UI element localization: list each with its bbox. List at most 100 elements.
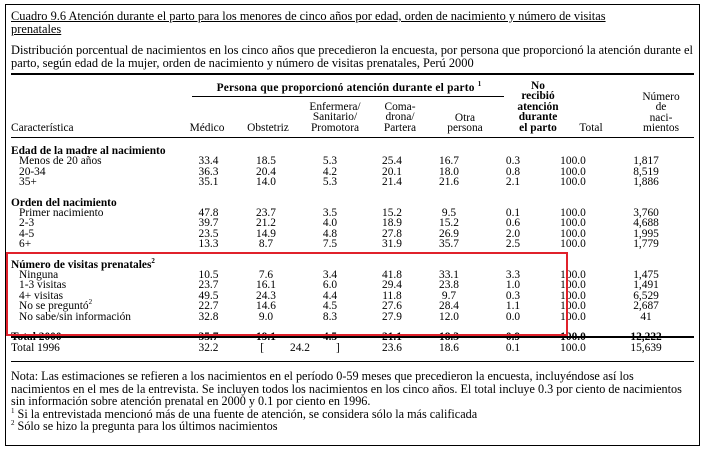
row-value: 14.0 xyxy=(256,176,276,189)
row-label: No sabe/sin información xyxy=(19,310,131,323)
row-value: 23.7 xyxy=(198,279,219,292)
row-value: 21.4 xyxy=(382,176,402,189)
table-row: No se preguntó2 22.7 14.6 4.5 27.6 28.4 1.1 100… xyxy=(11,298,694,313)
title-line-2: prenatales xyxy=(11,22,62,36)
row-value: 33.4 xyxy=(198,155,219,168)
note-text: Nota: Las estimaciones se refieren a los… xyxy=(11,369,682,409)
row-label: 20-34 xyxy=(19,165,46,178)
bracket-cell: [24.2] xyxy=(236,341,364,354)
row-value: 100.0 xyxy=(560,300,586,313)
section-title-row: Orden del nacimiento xyxy=(11,196,694,209)
row-value: 100.0 xyxy=(560,310,586,323)
row-value: 21.2 xyxy=(256,217,276,230)
total-label: Total 1996 xyxy=(11,341,60,354)
document-frame xyxy=(5,4,700,446)
section-title: Edad de la madre al nacimiento xyxy=(11,145,166,157)
row-label: Ninguna xyxy=(19,269,59,282)
row-value: 1,886 xyxy=(633,176,659,189)
row-label: Primer nacimiento xyxy=(19,207,104,220)
row-label: No se preguntó2 xyxy=(19,298,93,313)
row-value: 100.0 xyxy=(560,217,586,230)
header-rule xyxy=(11,137,694,138)
section-title-sup: 2 xyxy=(151,256,155,265)
table-row: Menos de 20 años 33.4 18.5 5.3 25.4 16.7 0.3 10… xyxy=(11,155,694,168)
row-value: 0.3 xyxy=(505,155,521,168)
row-value: 39.7 xyxy=(198,217,219,230)
row-value: 23.8 xyxy=(439,279,459,292)
row-value: 26.9 xyxy=(439,227,459,240)
row-value: 8,519 xyxy=(633,165,659,178)
row-value: 1,779 xyxy=(633,238,659,251)
total-1996-row: Total 1996 32.2 [24.2] 23.6 18.6 0.1 100.0 15,6… xyxy=(11,341,694,354)
table-description: Distribución porcentual de nacimientos e… xyxy=(11,43,693,70)
bracket-close: ] xyxy=(335,341,340,354)
row-value: 7.5 xyxy=(322,238,338,251)
row-value: 31.9 xyxy=(382,238,402,251)
row-value: 24.3 xyxy=(256,289,276,302)
total-value: 18.6 xyxy=(439,341,459,354)
row-value: 3.4 xyxy=(322,269,338,282)
title-line-1: Cuadro 9.6 Atención durante el parto par… xyxy=(11,9,606,23)
row-label-sup: 2 xyxy=(88,298,93,307)
row-value: 23.7 xyxy=(256,207,276,220)
row-value: 27.6 xyxy=(382,300,402,313)
table-row: Ninguna 10.5 7.6 3.4 41.8 33.1 3.3 100.0 1,475 xyxy=(11,269,694,282)
row-value: 2,687 xyxy=(633,300,659,313)
row-value: 23.5 xyxy=(198,227,219,240)
row-value: 1.0 xyxy=(505,279,521,292)
row-value: 36.3 xyxy=(198,165,219,178)
row-value: 28.4 xyxy=(439,300,459,313)
row-value: 20.1 xyxy=(382,165,402,178)
group-title-text: Persona que proporcionó atención durante… xyxy=(216,82,475,94)
row-value: 35.7 xyxy=(439,238,459,251)
totals-rule xyxy=(11,336,694,338)
row-value: 9.0 xyxy=(258,310,274,323)
table-row: 20-34 36.3 20.4 4.2 20.1 18.0 0.8 100.0 8,519 xyxy=(11,165,694,178)
row-value: 41 xyxy=(640,310,652,323)
row-value: 35.1 xyxy=(198,176,219,189)
row-value: 16.1 xyxy=(256,279,276,292)
column-group-rule xyxy=(192,96,504,97)
row-value: 7.6 xyxy=(258,269,274,282)
row-value: 0.0 xyxy=(505,310,521,323)
section-title-row: Edad de la madre al nacimiento xyxy=(11,145,694,157)
row-label: 2-3 xyxy=(19,217,35,230)
row-value: 3,760 xyxy=(633,207,659,220)
row-value: 4.0 xyxy=(322,217,338,230)
row-value: 22.7 xyxy=(198,300,219,313)
row-label: Menos de 20 años xyxy=(19,155,102,168)
row-value: 15.2 xyxy=(382,207,402,220)
row-value: 100.0 xyxy=(560,155,586,168)
row-value: 100.0 xyxy=(560,279,586,292)
row-value: 4.5 xyxy=(322,300,338,313)
row-value: 3.5 xyxy=(322,207,338,220)
row-value: 6.0 xyxy=(322,279,338,292)
row-value: 2.0 xyxy=(505,227,521,240)
col-otra: Otra persona xyxy=(447,112,483,135)
row-value: 100.0 xyxy=(560,238,586,251)
row-value: 49.5 xyxy=(198,289,219,302)
column-group-title: Persona que proporcionó atención durante… xyxy=(193,81,505,94)
section-title-row: Número de visitas prenatales2 xyxy=(11,256,694,271)
row-value: 27.8 xyxy=(382,227,402,240)
row-label: 1-3 visitas xyxy=(19,279,67,292)
bottom-rule xyxy=(11,361,694,362)
row-value: 100.0 xyxy=(560,269,586,282)
row-value: 18.9 xyxy=(382,217,402,230)
section-title: Orden del nacimiento xyxy=(11,196,117,209)
row-value: 32.8 xyxy=(198,310,219,323)
row-value: 0.3 xyxy=(505,289,521,302)
section-title: Número de visitas prenatales2 xyxy=(11,256,155,271)
row-value: 3.3 xyxy=(505,269,521,282)
row-value: 5.3 xyxy=(322,155,338,168)
col-no-recibio: No recibió atención durante el parto xyxy=(517,80,559,134)
row-value: 4.2 xyxy=(322,165,338,178)
row-value: 2.1 xyxy=(505,176,521,189)
row-value: 41.8 xyxy=(382,269,402,282)
table-row: 1-3 visitas 23.7 16.1 6.0 29.4 23.8 1.0 100.0 1,… xyxy=(11,279,694,292)
row-label: 35+ xyxy=(19,176,37,189)
row-label: 4-5 xyxy=(19,227,35,240)
total-value: 15,639 xyxy=(630,341,662,354)
row-value: 6,529 xyxy=(633,289,659,302)
row-value: 8.7 xyxy=(258,238,274,251)
